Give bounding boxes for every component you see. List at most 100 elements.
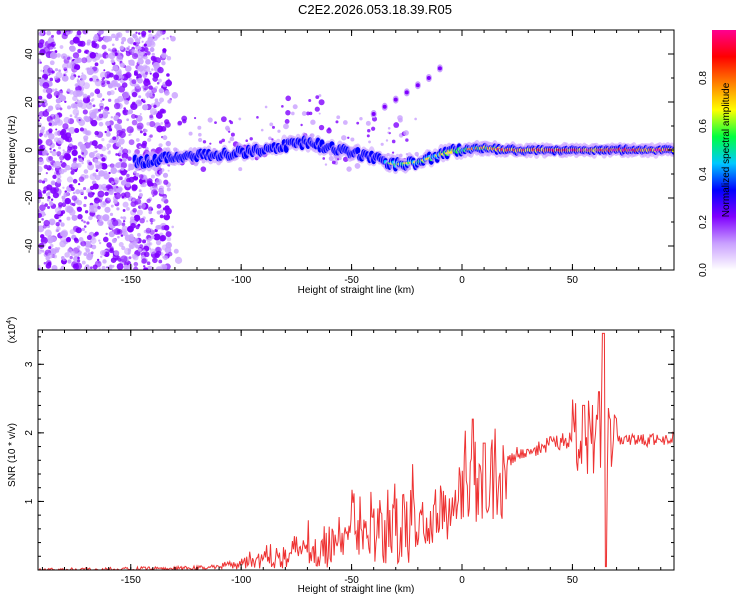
noise-blob — [123, 107, 126, 110]
noise-blob — [56, 226, 61, 231]
noise-blob — [62, 149, 65, 152]
noise-blob — [134, 244, 140, 249]
noise-blob — [156, 81, 160, 85]
noise-blob — [78, 118, 81, 122]
harmonic-point — [382, 104, 387, 109]
noise-blob — [62, 186, 65, 189]
noise-blob — [117, 255, 121, 260]
noise-blob — [61, 256, 65, 260]
noise-blob — [76, 101, 80, 104]
noise-blob — [162, 135, 168, 141]
harmonic-point — [426, 76, 431, 80]
snr-series-line — [38, 332, 674, 570]
noise-blob — [113, 250, 120, 256]
noise-blob — [346, 166, 352, 172]
noise-blob — [115, 186, 119, 189]
noise-blob — [129, 41, 134, 45]
noise-blob — [83, 252, 88, 257]
noise-blob — [181, 115, 188, 122]
snr-axes: -150 -100 -50 0 50 1 2 3 — [24, 330, 674, 586]
noise-blob — [112, 136, 117, 141]
noise-blob — [86, 41, 91, 46]
noise-blob — [119, 62, 125, 68]
noise-blob — [115, 162, 122, 169]
noise-blob — [99, 105, 104, 110]
noise-blob — [125, 30, 130, 34]
noise-blob — [106, 266, 109, 269]
noise-blob — [128, 139, 135, 146]
noise-blob — [48, 246, 52, 250]
snr-y-tick-label: 2 — [24, 430, 35, 436]
noise-blob — [56, 137, 64, 145]
noise-blob — [83, 225, 87, 228]
noise-blob — [84, 230, 87, 234]
spectrogram-axes: -150 -100 -50 0 50 -40 -20 0 20 40 — [24, 29, 674, 286]
x-tick-label: -50 — [344, 575, 359, 586]
noise-blob — [341, 135, 347, 141]
noise-blob — [145, 227, 152, 234]
noise-blob — [92, 183, 99, 190]
noise-blob — [38, 138, 43, 146]
noise-blob — [110, 167, 118, 174]
noise-blob — [38, 197, 41, 204]
noise-blob — [109, 247, 114, 252]
noise-blob — [151, 68, 154, 71]
x-tick-label: -100 — [231, 575, 251, 586]
noise-blob — [158, 88, 164, 94]
noise-blob — [55, 221, 60, 227]
noise-blob — [271, 125, 275, 129]
noise-blob — [38, 95, 43, 100]
noise-blob — [324, 163, 328, 166]
noise-blob — [98, 113, 104, 119]
noise-blob — [66, 88, 71, 92]
noise-blob — [84, 142, 92, 149]
noise-blob — [74, 238, 80, 244]
noise-blob — [414, 151, 419, 157]
noise-blob — [69, 229, 75, 235]
noise-blob — [354, 163, 361, 169]
noise-blob — [160, 263, 166, 270]
noise-blob — [335, 120, 339, 124]
noise-blob — [143, 43, 147, 47]
noise-blob — [78, 176, 85, 183]
noise-blob — [110, 116, 114, 119]
noise-blob — [83, 169, 89, 174]
noise-blob — [171, 92, 179, 99]
noise-blob — [49, 51, 58, 60]
snr-y-tick-label: 1 — [24, 498, 35, 504]
noise-blob — [150, 222, 153, 225]
noise-blob — [143, 251, 150, 258]
noise-blob — [283, 123, 289, 130]
noise-blob — [193, 116, 197, 120]
noise-blob — [152, 257, 158, 264]
noise-blob — [47, 191, 51, 194]
noise-blob — [55, 103, 61, 110]
noise-blob — [45, 87, 53, 95]
noise-blob — [115, 32, 121, 38]
noise-blob — [142, 104, 149, 111]
snr-marks — [38, 332, 674, 570]
noise-blob — [166, 55, 172, 61]
noise-blob — [94, 174, 101, 181]
noise-blob — [161, 60, 166, 66]
harmonic-point — [393, 97, 398, 102]
noise-blob — [89, 77, 93, 82]
noise-blob — [292, 104, 298, 110]
noise-blob — [86, 253, 93, 261]
noise-blob — [256, 116, 259, 119]
noise-blob — [54, 88, 58, 92]
noise-blob — [111, 238, 117, 244]
noise-blob — [38, 165, 43, 173]
noise-blob — [40, 249, 43, 252]
noise-blob — [67, 105, 72, 110]
noise-blob — [122, 201, 129, 208]
noise-blob — [104, 130, 107, 134]
noise-blob — [76, 245, 81, 249]
noise-blob — [149, 70, 152, 74]
noise-blob — [98, 215, 104, 221]
noise-blob — [76, 113, 79, 116]
noise-blob — [149, 248, 156, 255]
noise-blob — [129, 216, 135, 221]
noise-blob — [71, 195, 78, 201]
noise-blob — [81, 157, 85, 160]
